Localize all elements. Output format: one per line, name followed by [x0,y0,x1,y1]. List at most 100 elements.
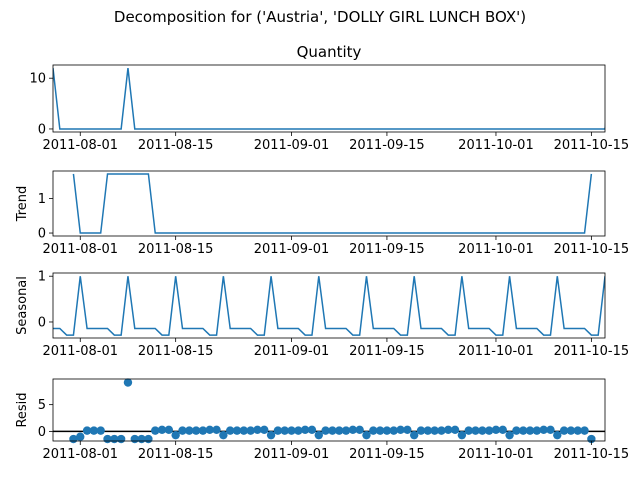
y-tick-label: 0 [38,315,46,330]
resid-point [362,430,371,440]
resid-point [321,426,330,435]
resid-point [484,426,494,435]
x-tick-label: 2011-10-01 [458,138,534,153]
resid-point [512,426,521,435]
series-line-1 [72,173,593,234]
resid-point [260,425,269,435]
resid-point [444,425,453,435]
x-tick-label: 2011-09-15 [349,447,425,462]
resid-point [185,426,194,435]
x-tick-label: 2011-08-01 [42,138,118,153]
y-tick-label: 10 [29,72,46,87]
resid-point [266,430,276,440]
resid-point [273,426,283,435]
series-line-1 [53,276,605,336]
resid-point [307,425,317,435]
resid-point [123,378,133,387]
resid-point [450,425,460,435]
resid-point [144,434,153,444]
y-tick-label: 0 [38,425,46,440]
resid-point [546,425,555,435]
resid-point [389,426,398,435]
resid-point [246,426,255,435]
x-tick-label: 2011-09-01 [254,138,330,153]
y-tick-label: 1 [38,192,46,207]
resid-point [539,425,548,435]
panel-4: Resid 0 5 2011-08-01 2011-08-15 2011-09-01 201… [15,378,629,462]
x-tick-label: 2011-08-15 [138,447,214,462]
x-tick-label: 2011-09-01 [254,344,330,359]
resid-point [382,426,392,435]
x-tick-label: 2011-10-01 [458,242,534,257]
resid-point [300,425,310,435]
y-axis-label: Resid [15,392,30,427]
panel-title: Quantity [297,43,362,61]
axes-frame [52,272,606,339]
x-tick-label: 2011-09-15 [349,138,425,153]
resid-point [239,426,249,435]
y-axis-label: Trend [15,186,30,223]
y-tick-label: 1 [38,270,46,285]
y-tick-label: 0 [38,122,46,137]
resid-point [423,426,433,435]
resid-point [348,425,358,435]
resid-point [532,426,542,435]
panel-2: Trend 0 1 2011-08-01 2011-08-15 2011-09-01 201… [15,170,630,257]
resid-point [294,426,303,435]
axes-frame [52,170,606,237]
resid-point [76,432,85,441]
resid-point [341,426,351,435]
x-tick-label: 2011-08-01 [42,242,118,257]
resid-point [171,430,180,440]
resid-point [580,426,589,435]
resid-point [205,425,214,435]
resid-point [335,426,344,435]
resid-point [191,426,201,435]
resid-point [328,426,337,435]
resid-point [198,426,208,435]
resid-point [178,426,187,435]
resid-point [553,430,562,440]
axes-frame [52,378,606,442]
x-tick-label: 2011-09-01 [254,242,330,257]
resid-point [369,426,378,435]
resid-point [116,434,126,444]
x-tick-label: 2011-10-01 [458,344,534,359]
x-tick-label: 2011-09-15 [349,242,425,257]
axes-frame [52,64,606,133]
resid-point [287,426,296,435]
resid-point [498,425,507,435]
resid-point [478,426,487,435]
x-tick-label: 2011-08-15 [138,344,214,359]
x-tick-label: 2011-10-15 [554,242,630,257]
resid-point [96,426,105,435]
resid-point [253,425,262,435]
x-tick-label: 2011-09-15 [349,344,425,359]
resid-point [409,430,419,440]
resid-point [164,425,174,435]
x-tick-label: 2011-10-01 [458,447,534,462]
x-tick-label: 2011-10-15 [554,447,630,462]
resid-point [219,430,228,440]
resid-point [471,426,480,435]
resid-point [280,426,289,435]
resid-point [559,426,569,435]
resid-point [525,426,535,435]
resid-point [89,426,99,435]
x-tick-label: 2011-08-15 [138,242,214,257]
figure-suptitle: Decomposition for ('Austria', 'DOLLY GIR… [114,8,526,26]
resid-point [566,426,576,435]
x-tick-label: 2011-10-15 [554,138,630,153]
resid-point [396,425,405,435]
resid-point [403,425,412,435]
x-tick-label: 2011-08-01 [42,344,118,359]
y-axis-label: Seasonal [15,276,30,335]
panel-3: Seasonal 0 1 2011-08-01 2011-08-15 2011-09-01… [15,270,629,359]
resid-point [573,426,582,435]
resid-point [491,425,501,435]
resid-point [416,426,426,435]
panel-1: Quantity 0 10 2011-08-01 2011-08-15 2011-09-0… [29,43,629,153]
